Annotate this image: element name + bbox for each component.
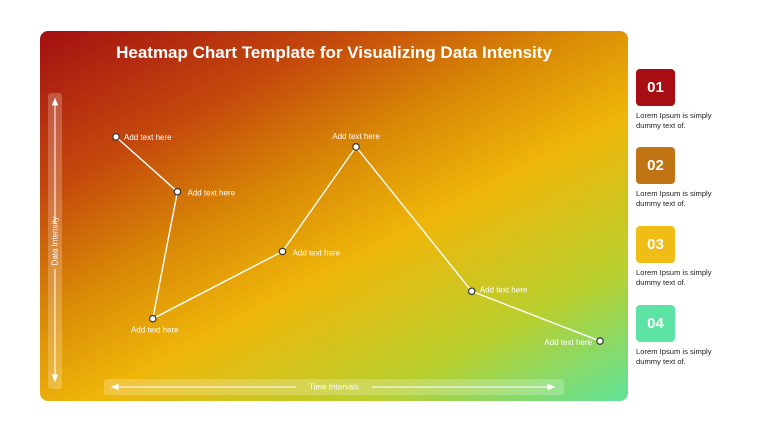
data-point-5 [352,143,360,151]
y-axis-arrow [51,97,59,383]
y-axis-label: Data Intensity [50,216,60,266]
data-point-3 [148,314,157,323]
data-label-5: Add text here [332,132,380,141]
side-item-4: 04 Lorem Ipsum is simply dummy text of. [636,305,746,367]
data-point-2 [173,187,182,196]
side-text-1: Lorem Ipsum is simply dummy text of. [636,111,712,130]
chart-panel: Heatmap Chart Template for Visualizing D… [40,31,628,401]
data-label-6: Add text here [480,285,528,294]
y-axis-bar [48,93,62,389]
data-label-4: Add text here [292,248,340,257]
data-label-7: Add text here [544,338,592,347]
series-line [115,136,601,342]
chart-title: Heatmap Chart Template for Visualizing D… [116,43,552,62]
data-point-4 [278,247,287,256]
data-label-3: Add text here [131,326,179,335]
side-text-3: Lorem Ipsum is simply dummy text of. [636,268,712,287]
x-axis-arrow [110,383,556,391]
x-axis-label: Time Intervals [309,382,359,392]
points-layer: Add text here Add text here Add text here A… [112,132,604,347]
x-axis-bar [104,379,564,395]
chart-plot: Add text here Add text here Add text here A… [51,97,604,391]
side-item-3: 03 Lorem Ipsum is simply dummy text of. [636,226,746,288]
side-text-4: Lorem Ipsum is simply dummy text of. [636,347,712,366]
side-item-1: 01 Lorem Ipsum is simply dummy text of. [636,69,746,131]
badge-3: 03 [636,226,675,263]
badge-2: 02 [636,147,675,184]
badge-4: 04 [636,305,675,342]
data-point-7 [596,337,604,345]
data-label-2: Add text here [187,189,235,198]
badge-1: 01 [636,69,675,106]
data-point-1 [112,133,120,141]
data-point-6 [467,287,476,296]
data-label-1: Add text here [124,133,172,142]
side-text-2: Lorem Ipsum is simply dummy text of. [636,189,712,208]
side-item-2: 02 Lorem Ipsum is simply dummy text of. [636,147,746,209]
